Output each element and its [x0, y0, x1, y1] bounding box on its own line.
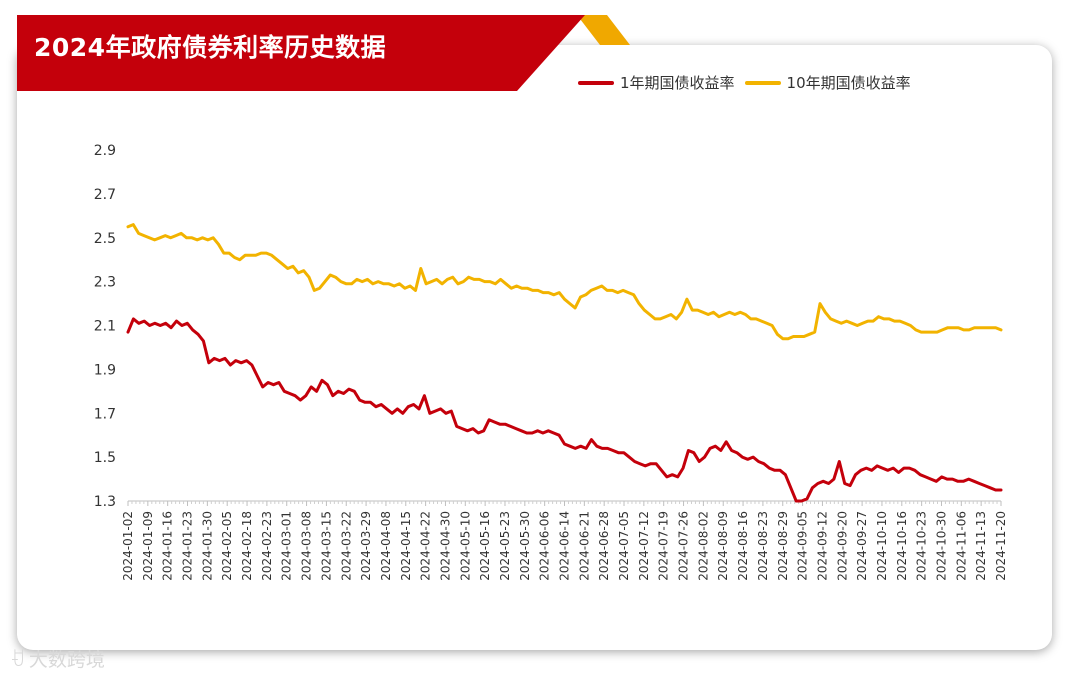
x-tick-label: 2024-03-01	[280, 511, 294, 581]
chart-title: 2024年政府债券利率历史数据	[34, 33, 387, 62]
legend-label-10y: 10年期国债收益率	[786, 74, 911, 92]
x-tick-label: 2024-04-30	[438, 511, 452, 581]
series-line-1y	[126, 317, 1003, 503]
watermark: ꀀ 大数跨境	[10, 645, 105, 672]
x-tick-label: 2024-05-16	[478, 511, 492, 581]
x-tick-label: 2024-02-23	[260, 511, 274, 581]
x-tick-label: 2024-09-05	[796, 511, 810, 581]
x-tick-label: 2024-06-28	[597, 511, 611, 581]
x-tick-label: 2024-01-09	[141, 511, 155, 581]
x-tick-label: 2024-08-29	[776, 511, 790, 581]
x-tick-label: 2024-01-16	[161, 511, 175, 581]
y-tick-label: 2.3	[94, 275, 116, 291]
x-tick-label: 2024-07-26	[677, 511, 691, 581]
x-tick-label: 2024-03-29	[359, 511, 373, 581]
x-tick-label: 2024-10-10	[875, 511, 889, 581]
x-tick-label: 2024-07-05	[617, 511, 631, 581]
watermark-text: 大数跨境	[28, 649, 105, 671]
banner-red-band	[17, 15, 585, 91]
x-tick-label: 2024-03-22	[339, 511, 353, 581]
legend-swatch-10y	[744, 80, 781, 85]
y-tick-label: 2.9	[94, 143, 116, 159]
legend-item-10y[interactable]: 10年期国债收益率	[744, 72, 911, 93]
x-tick-label: 2024-06-21	[577, 511, 591, 581]
x-tick-label: 2024-08-23	[756, 511, 770, 581]
x-tick-label: 2024-04-22	[419, 511, 433, 581]
x-tick-label: 2024-09-12	[815, 511, 829, 581]
x-tick-label: 2024-09-20	[835, 511, 849, 581]
x-tick-label: 2024-05-10	[458, 511, 472, 581]
y-tick-label: 1.7	[94, 406, 116, 422]
y-tick-label: 2.7	[94, 187, 116, 203]
x-tick-label: 2024-10-16	[895, 511, 909, 581]
y-tick-label: 1.5	[94, 450, 116, 466]
banner-gold-accent	[577, 15, 630, 45]
x-tick-label: 2024-01-23	[181, 511, 195, 581]
x-tick-label: 2024-02-05	[220, 511, 234, 581]
legend: 1年期国债收益率 10年期国债收益率	[578, 72, 911, 93]
x-tick-label: 2024-02-18	[240, 511, 254, 581]
x-tick-label: 2024-04-15	[399, 511, 413, 581]
x-tick-label: 2024-03-15	[319, 511, 333, 581]
x-tick-label: 2024-10-30	[934, 511, 948, 581]
series-line-10y	[126, 223, 1003, 341]
y-tick-label: 2.1	[94, 319, 116, 335]
x-tick-label: 2024-08-09	[716, 511, 730, 581]
watermark-logo-icon: ꀀ	[10, 649, 25, 671]
x-tick-label: 2024-11-06	[954, 511, 968, 581]
x-tick-label: 2024-11-20	[994, 511, 1008, 581]
legend-swatch-1y	[578, 80, 614, 85]
x-tick-label: 2024-08-16	[736, 511, 750, 581]
x-tick-label: 2024-06-14	[558, 511, 572, 581]
x-tick-label: 2024-07-19	[657, 511, 671, 581]
title-banner	[17, 15, 630, 91]
x-tick-label: 2024-03-08	[300, 511, 314, 581]
x-tick-label: 2024-08-02	[696, 511, 710, 581]
x-tick-label: 2024-06-06	[538, 511, 552, 581]
x-tick-label: 2024-11-13	[974, 511, 988, 581]
banner-shape	[17, 15, 630, 91]
legend-label-1y: 1年期国债收益率	[620, 74, 735, 92]
x-tick-label: 2024-01-30	[200, 511, 214, 581]
x-tick-label: 2024-01-02	[121, 511, 135, 581]
x-tick-label: 2024-04-08	[379, 511, 393, 581]
x-tick-label: 2024-05-23	[498, 511, 512, 581]
x-tick-label: 2024-10-23	[915, 511, 929, 581]
x-tick-label: 2024-05-30	[518, 511, 532, 581]
y-tick-label: 2.5	[94, 231, 116, 247]
chart-card	[17, 45, 1052, 650]
y-tick-label: 1.9	[94, 362, 116, 378]
legend-item-1y[interactable]: 1年期国债收益率	[578, 72, 735, 93]
y-tick-label: 1.3	[94, 494, 116, 510]
x-tick-label: 2024-09-27	[855, 511, 869, 581]
x-tick-label: 2024-07-12	[637, 511, 651, 581]
